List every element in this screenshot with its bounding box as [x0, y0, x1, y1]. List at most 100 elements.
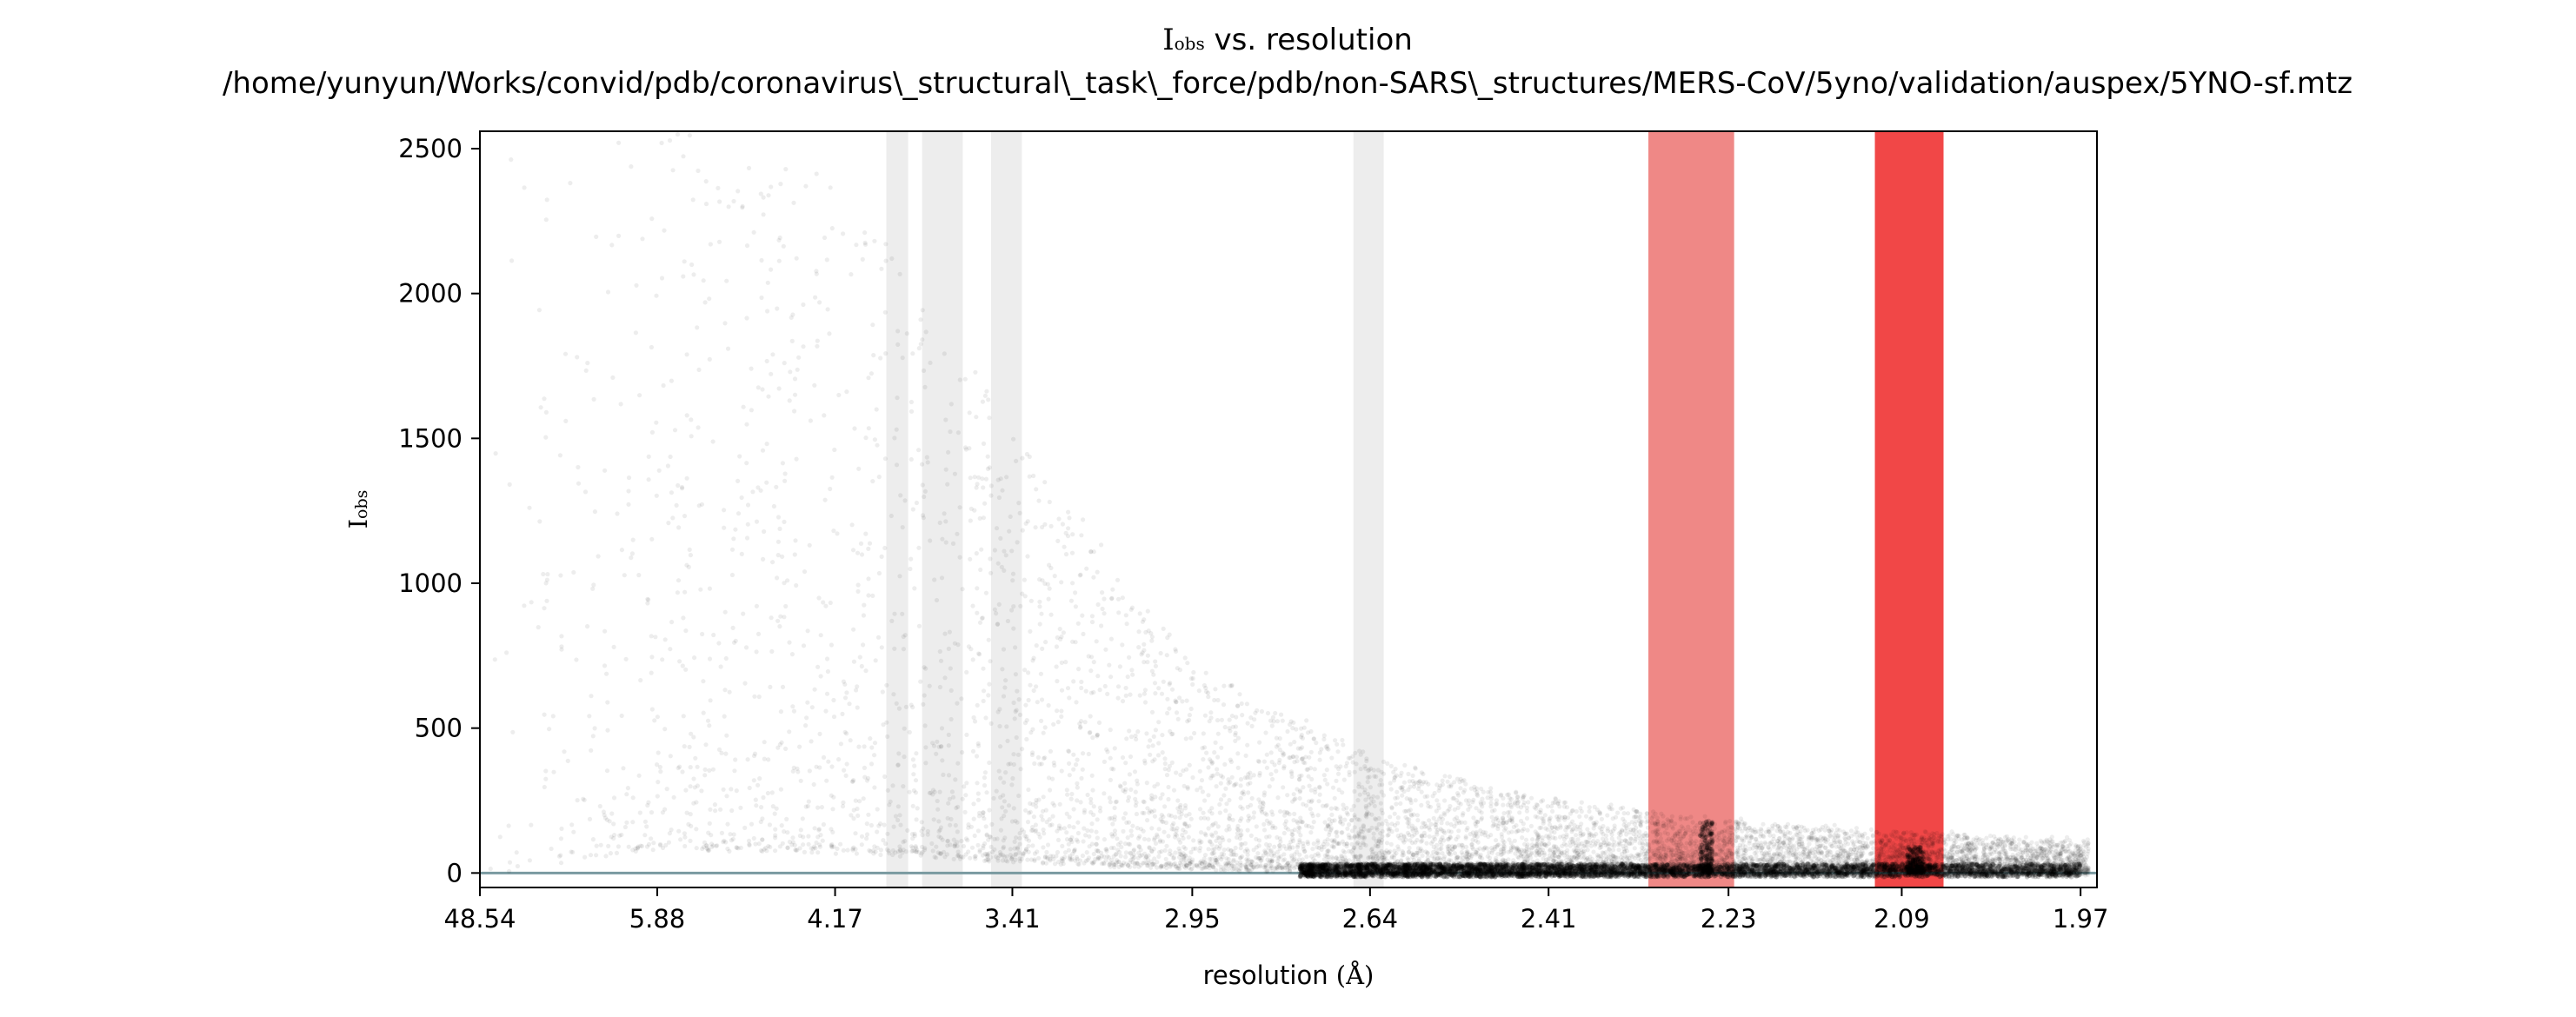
data-point — [1332, 795, 1337, 801]
data-point — [955, 804, 961, 809]
data-point — [1761, 867, 1767, 873]
data-point — [1034, 684, 1039, 689]
data-point — [792, 552, 797, 557]
data-point — [912, 586, 917, 591]
data-point — [1018, 603, 1023, 608]
data-point — [649, 634, 654, 639]
data-point — [712, 802, 718, 808]
data-point — [1321, 736, 1327, 742]
data-point — [859, 842, 864, 848]
data-point — [1013, 645, 1018, 650]
data-point — [802, 849, 808, 855]
data-point — [760, 816, 765, 821]
data-point — [1051, 721, 1056, 727]
data-point — [979, 547, 984, 552]
data-point — [619, 713, 624, 719]
data-point — [851, 845, 856, 850]
data-point — [761, 794, 766, 801]
data-point — [1142, 810, 1147, 816]
data-point — [996, 495, 1002, 501]
data-point — [2071, 858, 2076, 863]
data-point — [1130, 823, 1135, 828]
data-point — [1526, 800, 1531, 805]
data-point — [1028, 628, 1033, 635]
data-point — [1014, 458, 1019, 464]
data-point — [1219, 851, 1224, 856]
data-point — [1354, 841, 1360, 847]
data-point — [1735, 854, 1741, 860]
data-point — [982, 501, 988, 506]
data-point — [1037, 622, 1042, 627]
data-point — [1069, 791, 1075, 797]
data-point — [1772, 851, 1777, 857]
data-point — [1075, 785, 1080, 790]
data-point — [1345, 826, 1350, 831]
data-point — [718, 664, 723, 669]
data-point — [1255, 851, 1261, 856]
data-point — [1327, 829, 1332, 834]
data-point — [1102, 596, 1107, 602]
data-point — [775, 618, 781, 623]
data-point — [975, 741, 981, 747]
data-point — [1007, 528, 1012, 534]
data-point — [701, 278, 706, 283]
data-point — [1274, 768, 1279, 774]
data-point — [1905, 866, 1910, 871]
data-point — [1745, 861, 1750, 866]
data-point — [649, 810, 655, 815]
data-point — [1156, 854, 1162, 860]
scatter-points — [488, 132, 2091, 880]
data-point — [1248, 715, 1254, 721]
data-point — [1369, 825, 1375, 831]
data-point — [975, 842, 981, 848]
data-point — [1868, 827, 1874, 833]
data-point — [1870, 872, 1875, 877]
data-point — [855, 588, 861, 595]
data-point — [1124, 820, 1129, 826]
data-point — [862, 744, 867, 749]
data-point — [729, 572, 736, 578]
data-point — [940, 758, 945, 763]
data-point — [562, 749, 567, 754]
data-point — [2011, 835, 2016, 841]
data-point — [1073, 604, 1078, 609]
data-point — [1183, 813, 1188, 818]
data-point — [934, 597, 940, 603]
data-point — [1901, 830, 1907, 835]
data-point — [881, 722, 886, 728]
data-point — [1059, 708, 1064, 714]
data-point — [790, 835, 795, 841]
data-point — [1797, 839, 1802, 845]
data-point — [544, 197, 549, 203]
data-point — [1406, 771, 1411, 777]
data-point — [1120, 595, 1125, 601]
data-point — [1281, 785, 1286, 790]
data-point — [1369, 812, 1375, 817]
data-point — [717, 199, 722, 204]
data-point — [806, 841, 811, 847]
data-point — [862, 230, 868, 236]
data-point — [1171, 821, 1176, 827]
data-point — [1160, 733, 1165, 738]
data-point — [828, 486, 833, 492]
data-point — [1091, 575, 1096, 580]
data-point — [809, 739, 814, 744]
data-point — [674, 502, 679, 508]
data-point — [1402, 762, 1408, 768]
data-point — [569, 849, 574, 854]
data-point — [982, 851, 988, 857]
data-point — [1028, 730, 1034, 735]
data-point — [1654, 832, 1660, 837]
data-point — [587, 816, 593, 822]
data-point — [1216, 835, 1221, 841]
data-point — [563, 418, 569, 423]
data-point — [962, 809, 968, 815]
data-point — [691, 272, 696, 277]
data-point — [934, 844, 939, 849]
data-point — [849, 272, 854, 277]
data-point — [747, 785, 752, 791]
data-point — [1338, 816, 1343, 821]
data-point — [1218, 781, 1223, 786]
data-point — [695, 325, 700, 330]
data-point — [857, 799, 862, 804]
